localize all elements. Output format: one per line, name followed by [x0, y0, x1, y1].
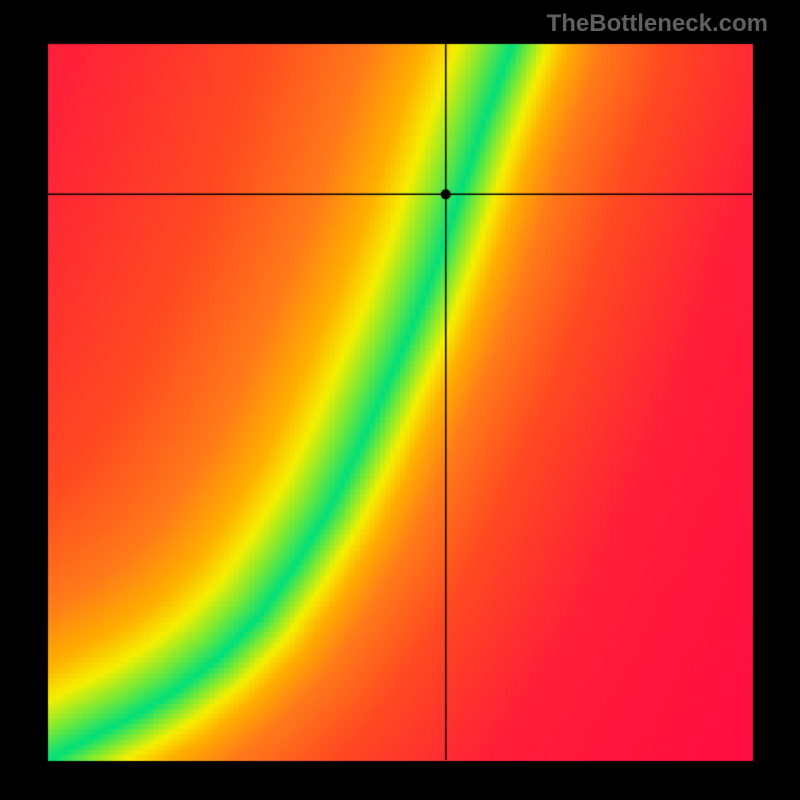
bottleneck-heatmap [0, 0, 800, 800]
